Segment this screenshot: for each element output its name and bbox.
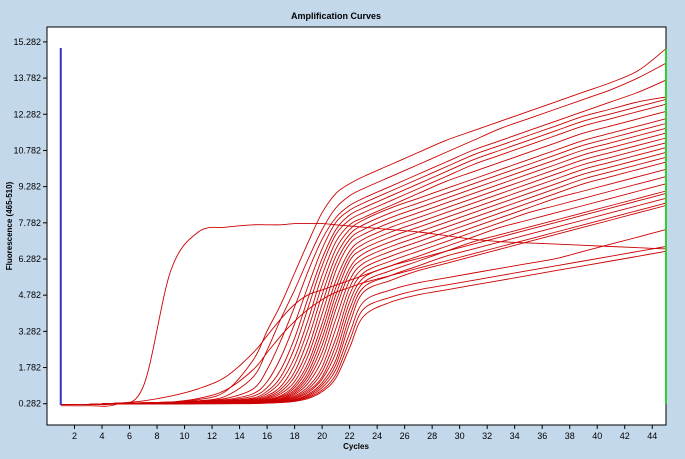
x-tick-label: 44 <box>647 431 657 441</box>
y-tick-label: 1.782 <box>18 363 41 373</box>
x-tick-label: 16 <box>262 431 272 441</box>
series-line-1 <box>60 223 667 407</box>
x-tick-label: 10 <box>180 431 190 441</box>
x-tick-label: 26 <box>400 431 410 441</box>
x-tick-label: 6 <box>127 431 132 441</box>
x-tick-label: 32 <box>482 431 492 441</box>
series-line-4 <box>60 79 667 406</box>
series-layer <box>60 48 667 407</box>
x-tick-label: 40 <box>592 431 602 441</box>
y-axis: 0.282 1.782 3.282 4.782 6.282 7.782 9.282 10.78… <box>13 37 47 409</box>
x-tick-label: 8 <box>155 431 160 441</box>
x-tick-label: 34 <box>510 431 520 441</box>
x-tick-label: 18 <box>290 431 300 441</box>
x-tick-label: 2 <box>72 431 77 441</box>
x-tick-label: 12 <box>207 431 217 441</box>
x-tick-label: 38 <box>565 431 575 441</box>
y-tick-label: 10.782 <box>13 145 41 155</box>
x-tick-label: 30 <box>455 431 465 441</box>
x-tick-label: 22 <box>345 431 355 441</box>
x-tick-label: 42 <box>620 431 630 441</box>
y-tick-label: 3.282 <box>18 326 41 336</box>
series-line-29 <box>60 250 667 405</box>
series-line-26 <box>60 202 667 405</box>
x-tick-label: 20 <box>317 431 327 441</box>
x-tick-label: 24 <box>372 431 382 441</box>
marker-layer <box>59 48 667 405</box>
y-tick-label: 6.282 <box>18 254 41 264</box>
x-tick-label: 28 <box>427 431 437 441</box>
x-axis-title: Cycles <box>343 442 369 451</box>
x-tick-label: 36 <box>537 431 547 441</box>
y-tick-label: 9.282 <box>18 182 41 192</box>
x-axis: 2 4 6 8 10 12 14 16 18 20 22 24 26 28 30 32 34 36 38 40 42 44 <box>72 425 657 441</box>
plot-area <box>46 26 667 426</box>
y-tick-label: 15.282 <box>13 37 41 47</box>
y-tick-label: 13.782 <box>13 73 41 83</box>
y-axis-title: Fluorescence (465-510) <box>5 181 14 270</box>
chart-title: Amplification Curves <box>291 11 381 21</box>
y-tick-label: 4.782 <box>18 290 41 300</box>
x-tick-label: 4 <box>100 431 105 441</box>
x-tick-label: 14 <box>235 431 245 441</box>
y-tick-label: 7.782 <box>18 218 41 228</box>
y-tick-label: 0.282 <box>18 399 41 409</box>
series-line-25 <box>60 192 667 406</box>
y-tick-label: 12.282 <box>13 109 41 119</box>
